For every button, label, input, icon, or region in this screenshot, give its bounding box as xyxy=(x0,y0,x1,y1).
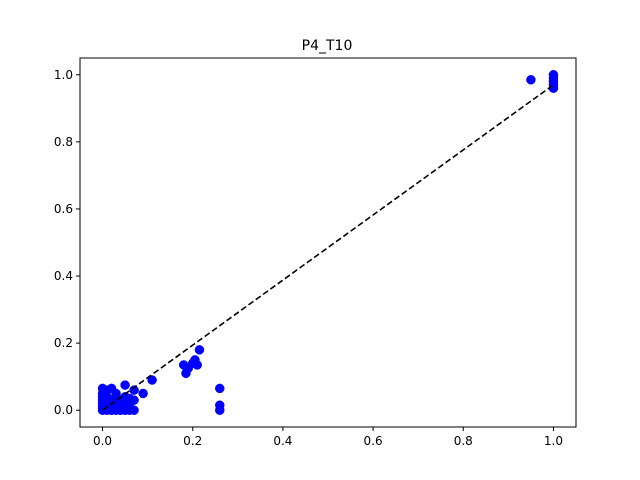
scatter-point xyxy=(215,400,225,410)
x-tick-label: 0.6 xyxy=(364,434,383,448)
y-tick-label: 0.2 xyxy=(54,336,73,350)
scatter-point xyxy=(129,405,139,415)
x-tick-label: 0.8 xyxy=(454,434,473,448)
x-tick-label: 0.0 xyxy=(93,434,112,448)
plot-area xyxy=(97,70,559,415)
scatter-point xyxy=(215,383,225,394)
scatter-point xyxy=(129,385,139,395)
scatter-point xyxy=(548,70,559,80)
y-tick-label: 0.0 xyxy=(54,403,73,417)
scatter-point xyxy=(111,388,121,399)
y-tick-label: 0.4 xyxy=(54,269,73,283)
y-tick-label: 0.8 xyxy=(54,135,73,149)
x-tick-label: 0.4 xyxy=(273,434,292,448)
y-tick-label: 0.6 xyxy=(54,202,73,216)
reference-line xyxy=(102,84,554,411)
scatter-point xyxy=(194,345,205,355)
x-tick-label: 0.2 xyxy=(183,434,202,448)
plot-frame xyxy=(79,57,577,428)
scatter-point xyxy=(129,395,139,405)
scatter-point xyxy=(138,388,148,399)
scatter-point xyxy=(147,375,157,385)
scatter-point xyxy=(192,360,202,370)
scatter-point xyxy=(526,75,536,85)
scatter-point xyxy=(120,380,130,390)
chart-title: P4_T10 xyxy=(302,38,353,54)
x-tick-label: 1.0 xyxy=(544,434,563,448)
y-tick-label: 1.0 xyxy=(54,68,73,82)
axes: 0.0 0.2 0.4 0.6 0.8 1.0 0.0 0.2 0.4 0.6 0.8 1.0 xyxy=(54,57,577,448)
